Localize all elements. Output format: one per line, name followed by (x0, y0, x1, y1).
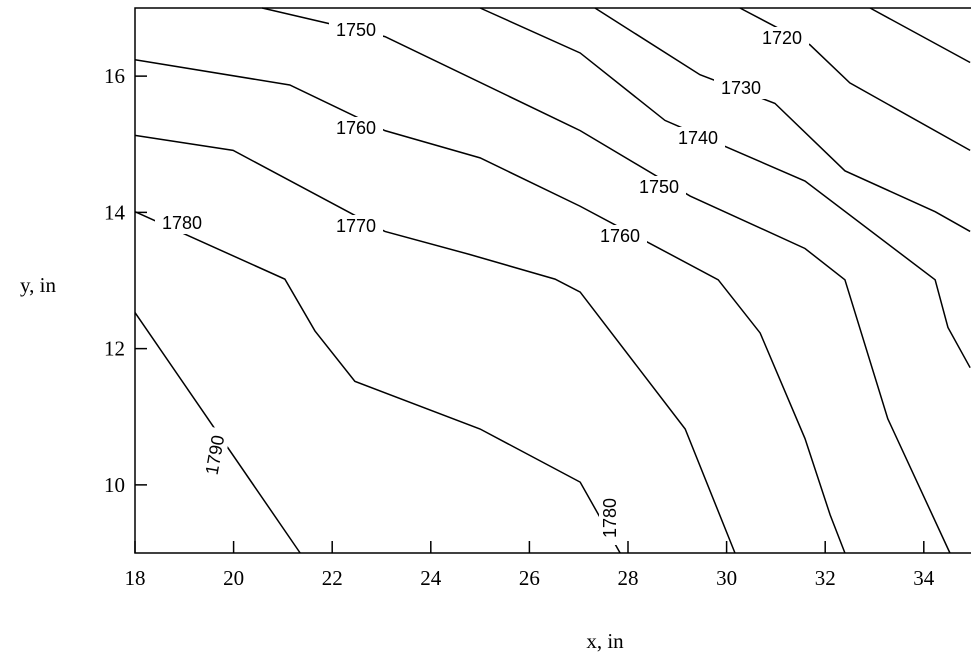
contour-label: 1780 (162, 213, 202, 233)
x-tick-label: 24 (420, 566, 442, 590)
contour-label: 1740 (678, 128, 718, 148)
contour-label-bg (155, 212, 209, 234)
x-tick-label: 28 (618, 566, 639, 590)
y-tick-label: 16 (104, 64, 125, 88)
y-axis-label: y, in (20, 273, 56, 297)
contour-label: 1790 (202, 434, 229, 477)
y-tick-label: 14 (104, 200, 126, 224)
x-tick-label: 32 (815, 566, 836, 590)
contour-label-bg (329, 19, 383, 41)
contour-line (134, 59, 846, 554)
contour-label: 1780 (600, 498, 620, 538)
contour-line (479, 7, 971, 369)
contour-label: 1750 (639, 177, 679, 197)
x-tick-label: 20 (223, 566, 244, 590)
contour-line (134, 211, 621, 554)
contour-label-bg (599, 491, 621, 545)
x-tick-label: 18 (125, 566, 146, 590)
contour-line (594, 7, 971, 233)
y-tick-label: 12 (104, 337, 125, 361)
contour-line (869, 7, 971, 64)
y-tick-label: 10 (104, 473, 125, 497)
contour-label: 1760 (600, 226, 640, 246)
x-axis-label: x, in (586, 629, 624, 653)
contour-label-bg (755, 27, 809, 49)
contour-label: 1750 (336, 20, 376, 40)
contour-label-bg (329, 215, 383, 237)
contour-line (739, 7, 971, 152)
contour-line (262, 7, 951, 554)
contour-label: 1720 (762, 28, 802, 48)
contour-label: 1730 (721, 78, 761, 98)
contour-label-bg (329, 117, 383, 139)
contour-label-bg (593, 225, 647, 247)
x-tick-label: 30 (716, 566, 737, 590)
x-tick-label: 22 (322, 566, 343, 590)
contour-label-bg (714, 77, 768, 99)
x-tick-label: 26 (519, 566, 540, 590)
x-tick-label: 34 (913, 566, 935, 590)
axes-frame (134, 7, 971, 554)
contour-label-bg (632, 176, 686, 198)
contour-line (134, 134, 736, 554)
contour-label: 1760 (336, 118, 376, 138)
contour-label: 1770 (336, 216, 376, 236)
contour-label-bg (199, 426, 231, 484)
contour-label-bg (671, 127, 725, 149)
